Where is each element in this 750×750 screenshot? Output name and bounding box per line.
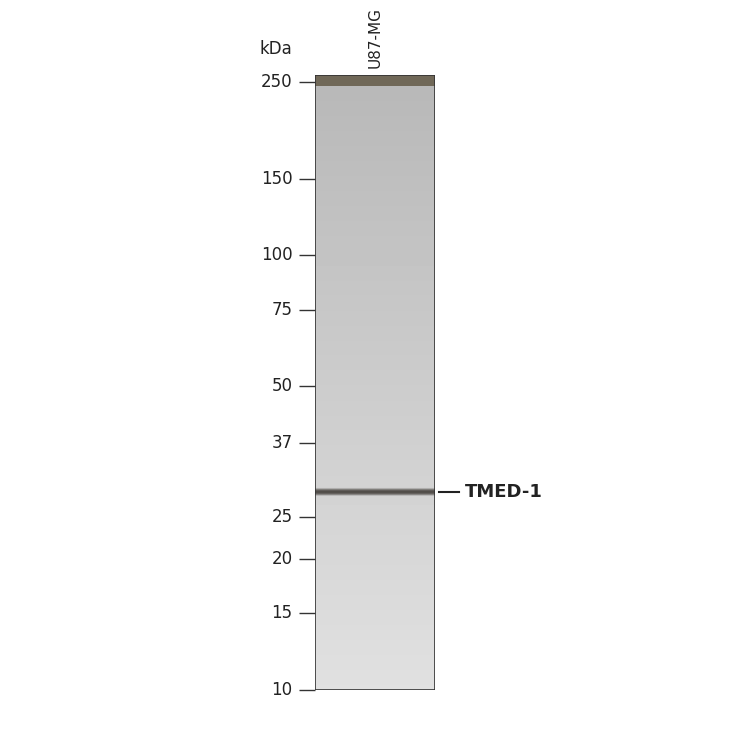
Text: 15: 15 bbox=[272, 604, 292, 622]
Text: 250: 250 bbox=[261, 74, 292, 92]
Text: TMED-1: TMED-1 bbox=[465, 483, 543, 501]
Text: 10: 10 bbox=[272, 681, 292, 699]
Text: 20: 20 bbox=[272, 550, 292, 568]
Text: U87-MG: U87-MG bbox=[368, 7, 382, 68]
Text: 75: 75 bbox=[272, 301, 292, 319]
Text: 25: 25 bbox=[272, 508, 292, 526]
Text: 37: 37 bbox=[272, 434, 292, 452]
Bar bbox=[315, 75, 435, 86]
Text: kDa: kDa bbox=[260, 40, 292, 58]
Text: 50: 50 bbox=[272, 377, 292, 395]
Text: 150: 150 bbox=[261, 170, 292, 188]
Text: 100: 100 bbox=[261, 246, 292, 264]
